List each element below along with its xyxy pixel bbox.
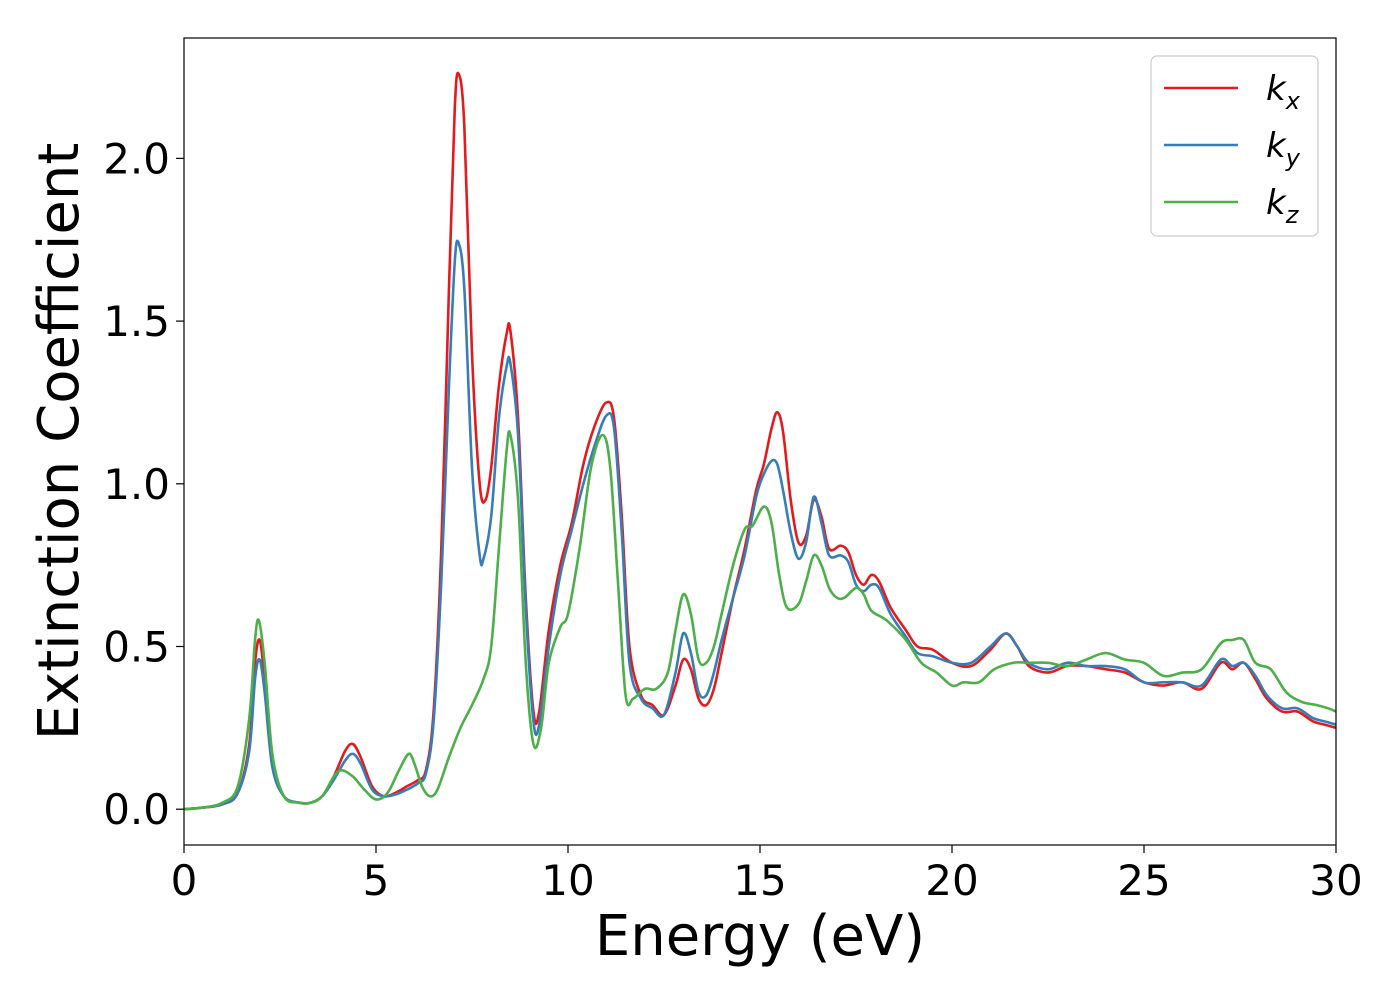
series-line-k-y: [184, 239, 1336, 811]
legend-item: kz: [1164, 183, 1300, 229]
y-axis-title: Extinction Coefficient: [27, 143, 92, 741]
x-tick-label: 30: [1309, 856, 1362, 905]
legend-label: ky: [1266, 126, 1301, 172]
y-axis: 0.0 0.5 1.0 1.5 2.0: [103, 134, 184, 834]
x-tick-label: 0: [171, 856, 198, 905]
x-axis-title: Energy (eV): [595, 904, 925, 969]
x-tick-label: 25: [1117, 856, 1170, 905]
legend-item: kx: [1164, 69, 1301, 115]
y-tick-label: 1.5: [103, 297, 170, 346]
legend-label: kx: [1266, 69, 1301, 115]
y-tick-label: 0.5: [103, 623, 170, 672]
x-tick-label: 15: [733, 856, 786, 905]
x-tick-label: 10: [541, 856, 594, 905]
y-tick-label: 2.0: [103, 134, 170, 183]
x-axis: 0 5 10 15 20 25 30: [171, 845, 1363, 905]
x-tick-label: 5: [363, 856, 390, 905]
series-line-k-z: [184, 430, 1336, 811]
x-tick-label: 20: [925, 856, 978, 905]
legend: kx ky kz: [1150, 55, 1319, 237]
legend-item: ky: [1164, 126, 1301, 172]
y-tick-label: 0.0: [103, 785, 170, 834]
y-tick-label: 1.0: [103, 460, 170, 509]
series-lines: [184, 71, 1336, 811]
legend-label: kz: [1266, 183, 1300, 229]
